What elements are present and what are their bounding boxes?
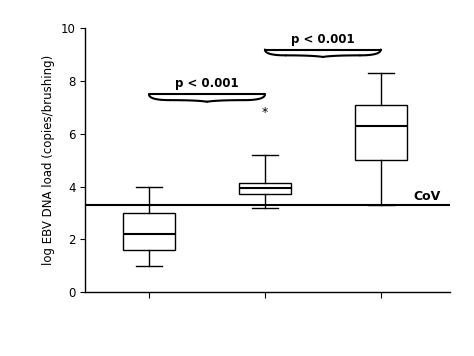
Text: CoV: CoV (413, 190, 440, 203)
Text: p < 0.001: p < 0.001 (291, 33, 355, 46)
PathPatch shape (239, 183, 291, 194)
PathPatch shape (123, 213, 175, 250)
Text: p < 0.001: p < 0.001 (175, 77, 239, 90)
Text: *: * (262, 106, 268, 119)
Y-axis label: log EBV DNA load (copies/brushing): log EBV DNA load (copies/brushing) (42, 55, 55, 265)
PathPatch shape (355, 105, 407, 160)
